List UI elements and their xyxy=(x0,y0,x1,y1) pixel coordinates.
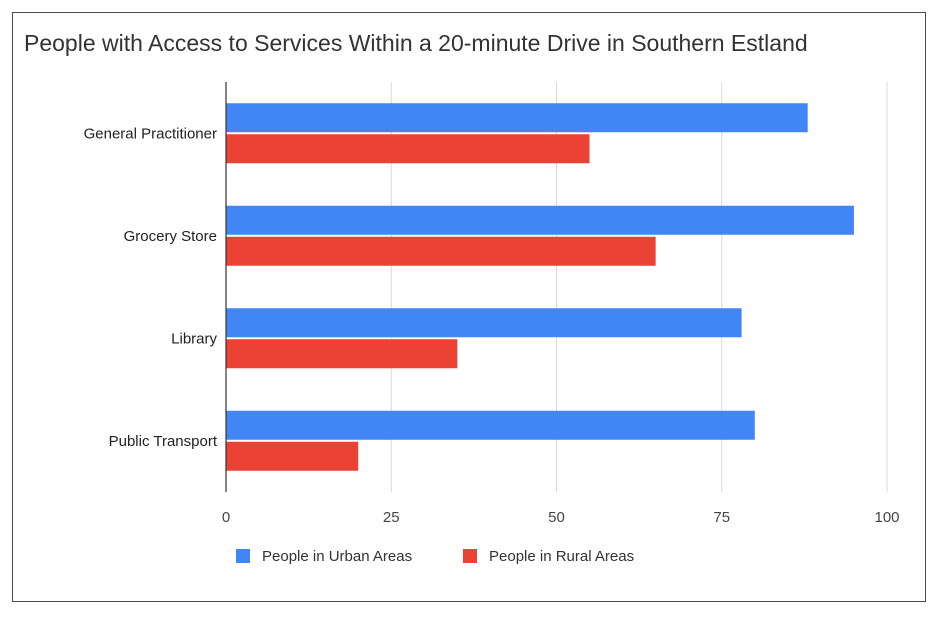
bar-rural xyxy=(226,339,458,369)
category-label: General Practitioner xyxy=(84,125,217,142)
x-tick-label: 75 xyxy=(713,509,730,526)
category-labels: General Practitioner Grocery Store Library… xyxy=(84,125,218,450)
category-label: Public Transport xyxy=(109,433,218,450)
legend-label: People in Rural Areas xyxy=(489,548,634,565)
category-label: Library xyxy=(171,330,217,347)
x-tick-labels: 0 25 50 75 100 xyxy=(222,509,900,526)
bars xyxy=(226,103,854,471)
bar-rural xyxy=(226,441,359,471)
x-tick-label: 0 xyxy=(222,509,230,526)
bar-rural xyxy=(226,236,656,266)
legend: People in Urban Areas People in Rural Are… xyxy=(236,548,634,565)
legend-swatch xyxy=(463,549,477,563)
chart-title: People with Access to Services Within a … xyxy=(24,30,808,56)
x-tick-label: 25 xyxy=(383,509,400,526)
x-tick-label: 100 xyxy=(874,509,899,526)
legend-label: People in Urban Areas xyxy=(262,548,412,565)
bar-urban xyxy=(226,103,808,133)
bar-rural xyxy=(226,134,590,164)
bar-urban xyxy=(226,205,854,235)
category-label: Grocery Store xyxy=(124,228,217,245)
legend-swatch xyxy=(236,549,250,563)
bar-urban xyxy=(226,410,755,440)
bar-urban xyxy=(226,308,742,338)
x-tick-label: 50 xyxy=(548,509,565,526)
